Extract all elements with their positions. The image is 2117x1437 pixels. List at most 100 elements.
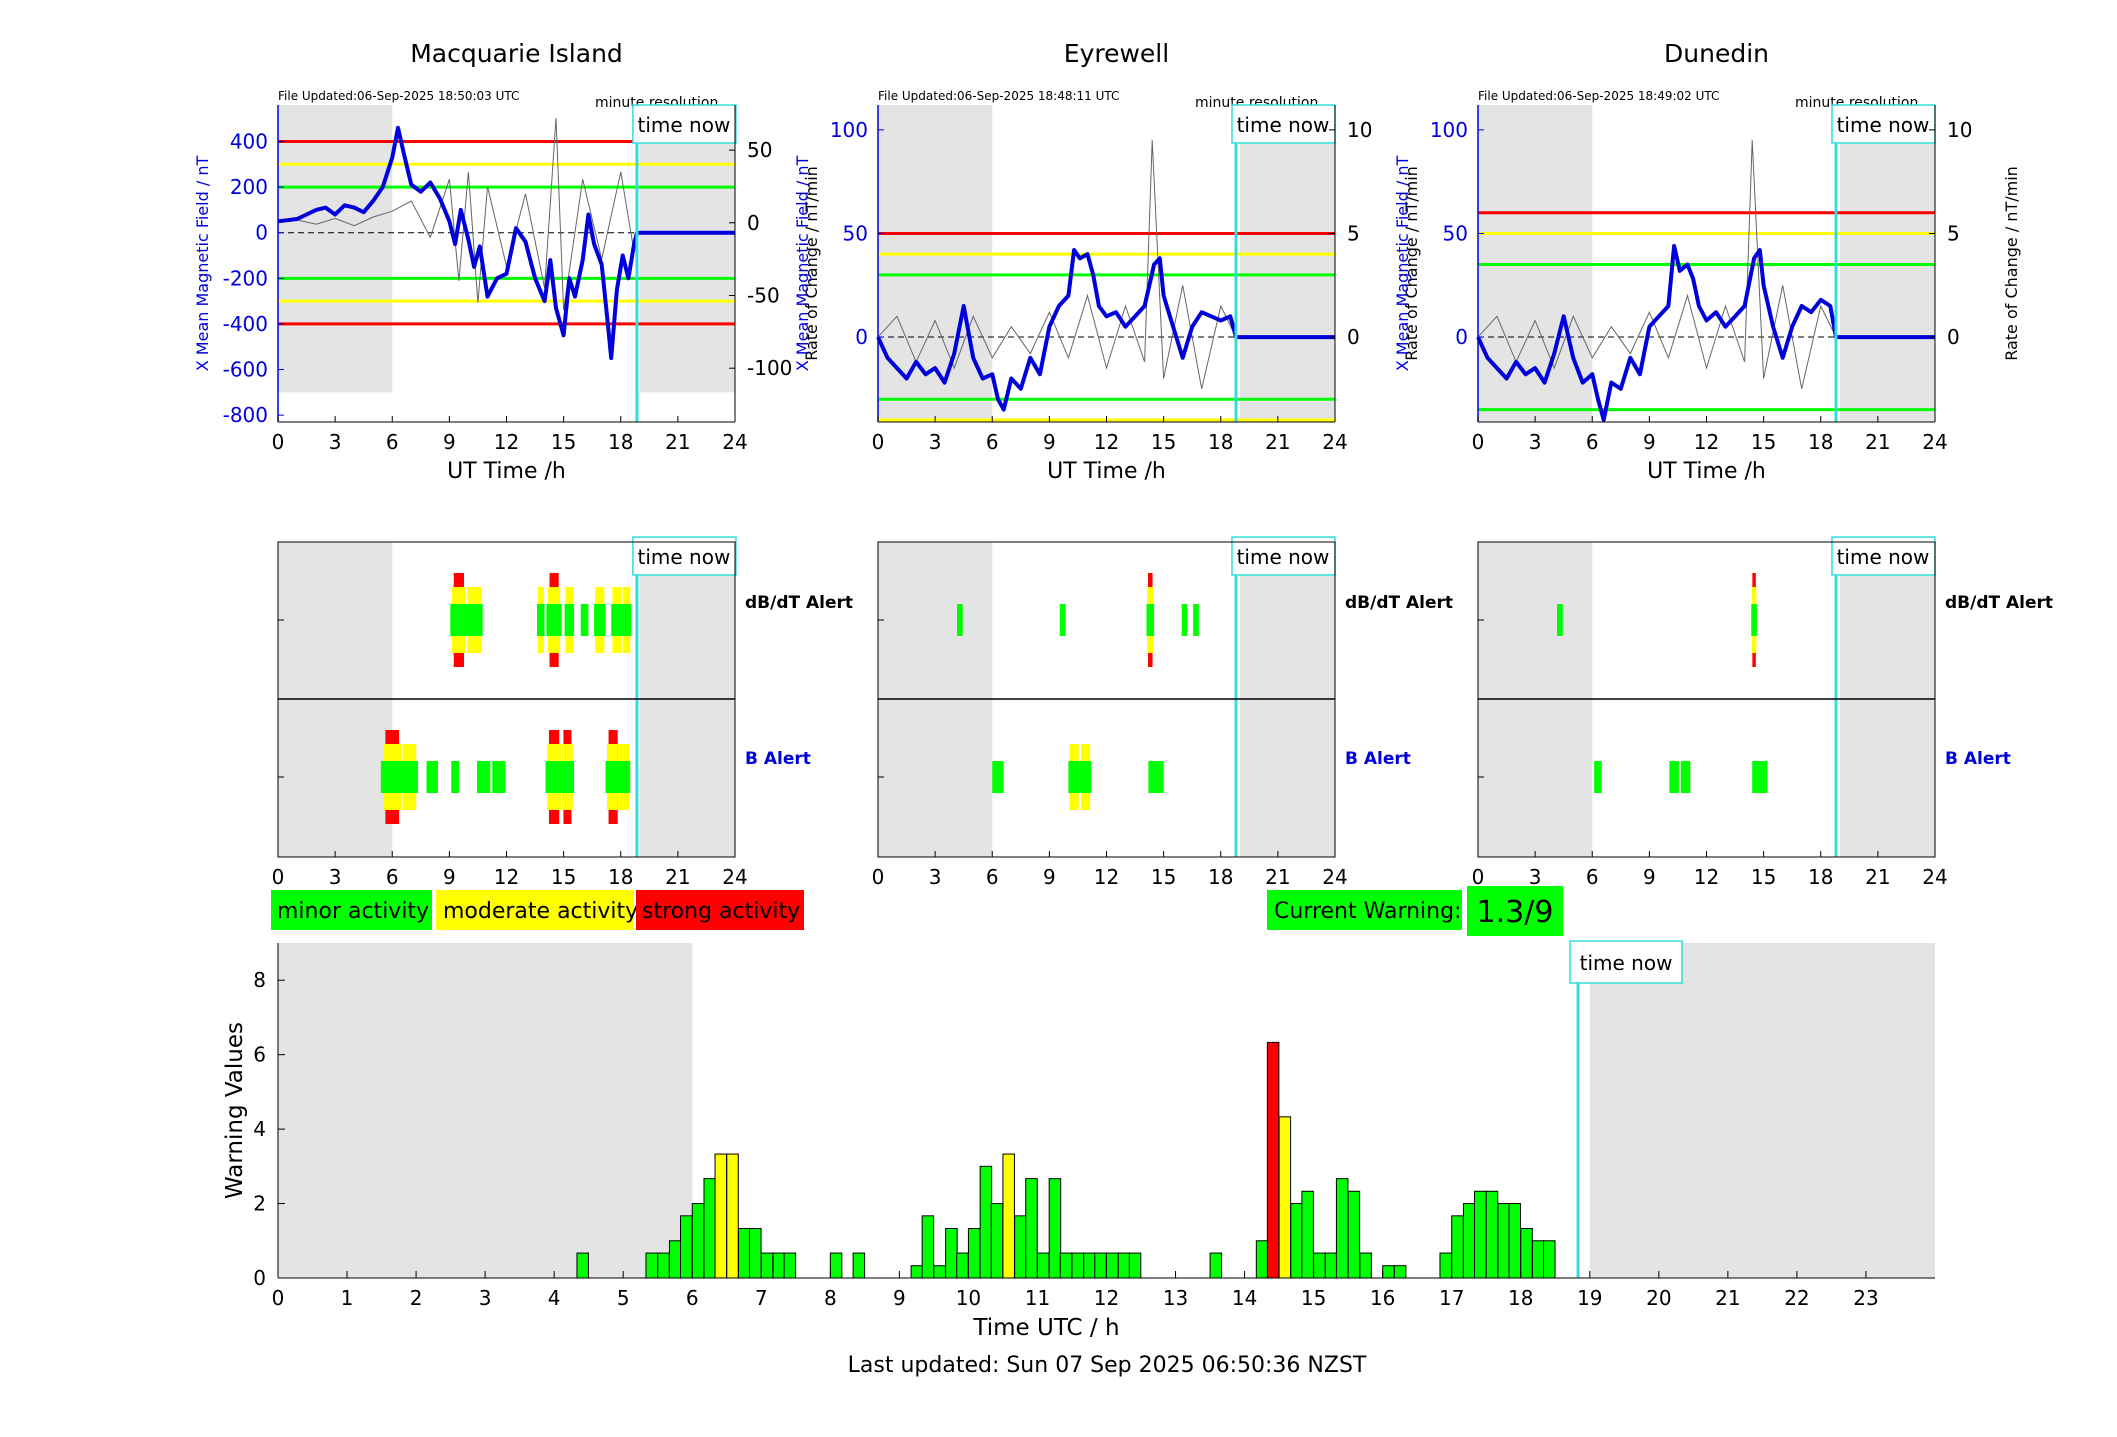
warning-bar <box>1313 1252 1326 1279</box>
warning-bar <box>738 1227 751 1279</box>
current-warning-value-box <box>1467 886 1563 936</box>
xtick-label: 15 <box>1301 1286 1326 1310</box>
time-now-label: time now <box>638 113 731 137</box>
right-ytick-label: 0 <box>1947 325 1960 349</box>
ytick-label: 2 <box>253 1192 266 1216</box>
warning-bar <box>1106 1252 1119 1279</box>
xtick-label: 24 <box>1922 430 1947 454</box>
xtick-label: 9 <box>443 430 456 454</box>
xtick-label: 3 <box>1529 865 1542 889</box>
time-now-label: time now <box>1580 951 1673 975</box>
warning-bar <box>1497 1203 1510 1279</box>
b-alert-minor-mark <box>451 761 459 793</box>
xtick-label: 18 <box>1808 430 1833 454</box>
left-ytick-label: -200 <box>223 266 268 290</box>
station-panel-2: Dunedin File Updated:06-Sep-2025 18:49:02… <box>1393 39 2021 484</box>
dbdt-alert-minor-mark <box>611 604 623 636</box>
warning-bar <box>760 1252 774 1279</box>
warning-bar <box>783 1252 797 1279</box>
warning-bar <box>852 1252 866 1279</box>
xtick-label: 15 <box>1751 430 1776 454</box>
b-alert-label: B Alert <box>1945 749 2011 769</box>
xtick-label: 21 <box>665 865 690 889</box>
shaded-night-region <box>278 105 393 393</box>
left-y-axis-label: X Mean Magnetic Field / nT <box>793 156 812 372</box>
xtick-label: 3 <box>479 1286 492 1310</box>
xtick-label: 23 <box>1853 1286 1878 1310</box>
xtick-label: 0 <box>1472 865 1485 889</box>
warning-bar <box>956 1252 969 1279</box>
left-ytick-label: 0 <box>855 325 868 349</box>
warning-bar <box>990 1203 1004 1279</box>
rate-of-change-series <box>1477 140 1837 389</box>
warning-bar <box>1473 1190 1487 1279</box>
warning-bar <box>1128 1252 1142 1279</box>
b-alert-minor-mark <box>545 761 563 793</box>
warning-bar <box>1014 1215 1027 1279</box>
warning-bar <box>1520 1227 1533 1279</box>
legend-minor-swatch <box>271 890 432 930</box>
file-updated-text: File Updated:06-Sep-2025 18:48:11 UTC <box>878 89 1119 103</box>
rate-of-change-series <box>277 118 638 311</box>
xtick-label: 18 <box>1808 865 1833 889</box>
station-panel-1: Eyrewell File Updated:06-Sep-2025 18:48:1… <box>793 39 1421 484</box>
xtick-label: 3 <box>929 430 942 454</box>
xtick-label: 24 <box>1922 865 1947 889</box>
right-y-axis-label: Rate of Change / nT/min <box>2002 166 2021 361</box>
b-alert-minor-mark <box>992 761 1004 793</box>
xtick-label: 12 <box>1094 865 1119 889</box>
b-alert-minor-mark <box>400 761 418 793</box>
warning-bar <box>933 1265 946 1279</box>
xtick-label: 18 <box>1208 865 1233 889</box>
warning-bar <box>945 1227 958 1279</box>
time-now-label: time now <box>1837 113 1930 137</box>
warning-bar <box>829 1252 843 1279</box>
xtick-label: 6 <box>686 1286 699 1310</box>
left-ytick-label: -600 <box>223 358 268 382</box>
warning-bar <box>1324 1252 1338 1279</box>
right-ytick-label: -50 <box>747 283 780 307</box>
warning-bar <box>1462 1203 1476 1279</box>
left-ytick-label: 0 <box>1455 325 1468 349</box>
xtick-label: 9 <box>893 1286 906 1310</box>
xtick-label: 5 <box>617 1286 630 1310</box>
shaded-night-region <box>1239 105 1335 422</box>
warning-bar <box>749 1227 762 1279</box>
dbdt-alert-minor-mark <box>564 604 575 636</box>
x-mean-field-series <box>277 125 735 361</box>
warning-bar <box>910 1265 924 1279</box>
station-title: Macquarie Island <box>410 39 623 68</box>
xtick-label: 24 <box>722 865 747 889</box>
time-now-box <box>632 536 737 576</box>
xtick-label: 1 <box>341 1286 354 1310</box>
warning-bar <box>576 1252 589 1279</box>
left-ytick-label: 0 <box>255 221 268 245</box>
xtick-label: 9 <box>1643 865 1656 889</box>
alert-panel-2: time now dB/dT Alert B Alert 0 3 6 9 12 15 18 21 24 <box>1472 536 2053 889</box>
xtick-label: 24 <box>722 430 747 454</box>
right-ytick-label: 50 <box>747 138 772 162</box>
b-alert-minor-mark <box>1068 761 1080 793</box>
legend-minor-label: minor activity <box>277 899 429 924</box>
file-updated-text: File Updated:06-Sep-2025 18:50:03 UTC <box>278 89 519 103</box>
shaded-night-region <box>639 105 735 393</box>
alert-panel-1: time now dB/dT Alert B Alert 0 3 6 9 12 15 18 21 24 <box>872 536 1453 889</box>
xtick-label: 9 <box>443 865 456 889</box>
time-now-label: time now <box>1237 545 1330 569</box>
legend-moderate-label: moderate activity <box>443 899 638 924</box>
b-alert-minor-mark <box>1079 761 1092 793</box>
xtick-label: 18 <box>608 865 633 889</box>
legend-strong-label: strong activity <box>642 899 800 924</box>
right-ytick-label: 5 <box>1947 221 1960 245</box>
xtick-label: 6 <box>986 430 999 454</box>
xtick-label: 18 <box>1208 430 1233 454</box>
warning-bar <box>1083 1252 1096 1279</box>
dbdt-alert-label: dB/dT Alert <box>745 593 853 613</box>
xtick-label: 0 <box>872 430 885 454</box>
xtick-label: 12 <box>1094 1286 1119 1310</box>
warning-bar <box>1335 1178 1349 1279</box>
dbdt-alert-minor-mark <box>1193 604 1199 636</box>
xtick-label: 11 <box>1025 1286 1050 1310</box>
xtick-label: 17 <box>1439 1286 1464 1310</box>
warning-bar <box>1543 1240 1556 1279</box>
